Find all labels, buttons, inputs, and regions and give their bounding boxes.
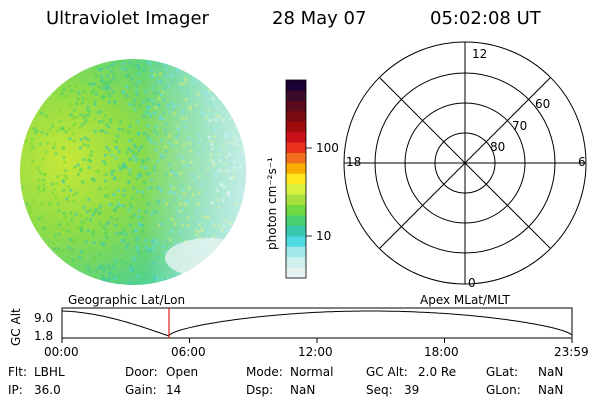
glon-label: GLon: bbox=[486, 383, 521, 397]
colorbar-segment bbox=[286, 90, 306, 102]
uv-earth-disc bbox=[20, 59, 246, 285]
timeline-y-top: 9.0 bbox=[34, 311, 54, 325]
flt-value: LBHL bbox=[34, 365, 65, 379]
colorbar-segment bbox=[286, 163, 306, 175]
polar-plot bbox=[343, 41, 587, 285]
gain-label: Gain: bbox=[125, 383, 157, 397]
colorbar-unit-label: photon cm⁻²s⁻¹ bbox=[265, 157, 279, 250]
colorbar-segment bbox=[286, 100, 306, 112]
colorbar-segment bbox=[286, 267, 306, 279]
date-label: 28 May 07 bbox=[272, 8, 367, 29]
mode-value: Normal bbox=[290, 365, 334, 379]
time-label: 05:02:08 UT bbox=[430, 8, 541, 29]
glat-value: NaN bbox=[538, 365, 564, 379]
colorbar-segment bbox=[286, 257, 306, 269]
colorbar-segment bbox=[286, 225, 306, 237]
dsp-value: NaN bbox=[290, 383, 316, 397]
colorbar-segment bbox=[286, 152, 306, 164]
timeline-y-bottom: 1.8 bbox=[34, 329, 54, 343]
timeline-tick-2359: 23:59 bbox=[554, 345, 589, 359]
polar-label-18: 18 bbox=[346, 155, 362, 169]
glat-label: GLat: bbox=[486, 365, 519, 379]
gain-value: 14 bbox=[166, 383, 182, 397]
colorbar-segment bbox=[286, 205, 306, 217]
timeline-axis-title: GC Alt bbox=[9, 308, 23, 346]
polar-label-0: 0 bbox=[468, 276, 476, 290]
colorbar-segment bbox=[286, 215, 306, 227]
ip-label: IP: bbox=[8, 383, 23, 397]
colorbar bbox=[286, 80, 306, 279]
colorbar-tick-10: 10 bbox=[316, 229, 332, 243]
polar-ring-label-60: 60 bbox=[535, 97, 551, 111]
polar-ring-label-70: 70 bbox=[512, 119, 528, 133]
instrument-title: Ultraviolet Imager bbox=[46, 8, 209, 29]
altitude-timeline bbox=[61, 307, 573, 343]
glon-value: NaN bbox=[538, 383, 564, 397]
colorbar-segment bbox=[286, 80, 306, 92]
colorbar-segment bbox=[286, 132, 306, 144]
gcalt-value: 2.0 Re bbox=[418, 365, 457, 379]
door-value: Open bbox=[166, 365, 199, 379]
seq-label: Seq: bbox=[366, 383, 393, 397]
gcalt-label: GC Alt: bbox=[366, 365, 408, 379]
colorbar-segment bbox=[286, 184, 306, 196]
flt-label: Flt: bbox=[8, 365, 27, 379]
colorbar-segment bbox=[286, 142, 306, 154]
dsp-label: Dsp: bbox=[246, 383, 274, 397]
timeline-tick-1200: 12:00 bbox=[298, 345, 333, 359]
colorbar-segment bbox=[286, 173, 306, 185]
timeline-tick-1800: 18:00 bbox=[424, 345, 459, 359]
timeline-left-label: Geographic Lat/Lon bbox=[68, 293, 186, 307]
polar-ring-label-80: 80 bbox=[490, 140, 506, 154]
mode-label: Mode: bbox=[246, 365, 283, 379]
polar-label-6: 6 bbox=[578, 155, 586, 169]
colorbar-segment bbox=[286, 111, 306, 123]
timeline-tick-0000: 00:00 bbox=[44, 345, 79, 359]
timeline-tick-0600: 06:00 bbox=[171, 345, 206, 359]
ip-value: 36.0 bbox=[34, 383, 61, 397]
colorbar-segment bbox=[286, 246, 306, 258]
colorbar-segment bbox=[286, 236, 306, 248]
door-label: Door: bbox=[125, 365, 158, 379]
seq-value: 39 bbox=[404, 383, 420, 397]
colorbar-segment bbox=[286, 194, 306, 206]
polar-label-12: 12 bbox=[472, 47, 488, 61]
timeline-right-label: Apex MLat/MLT bbox=[420, 293, 510, 307]
colorbar-tick-100: 100 bbox=[316, 141, 339, 155]
colorbar-segment bbox=[286, 121, 306, 133]
